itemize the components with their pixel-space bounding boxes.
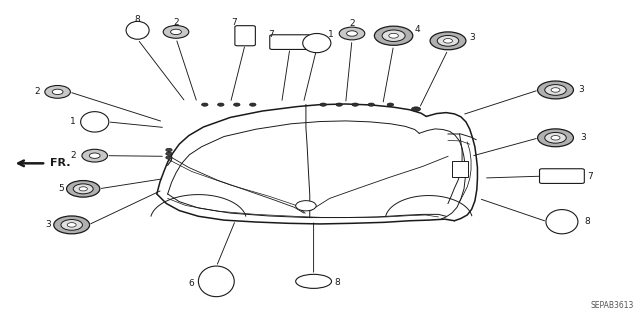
Circle shape bbox=[166, 156, 172, 159]
Text: 8: 8 bbox=[334, 278, 340, 287]
Text: 8: 8 bbox=[584, 217, 590, 226]
Text: 4: 4 bbox=[414, 26, 420, 34]
Ellipse shape bbox=[81, 112, 109, 132]
Text: 7: 7 bbox=[232, 19, 237, 27]
Circle shape bbox=[218, 103, 224, 106]
Text: 2: 2 bbox=[34, 87, 40, 96]
Circle shape bbox=[538, 129, 573, 147]
Circle shape bbox=[368, 103, 374, 106]
Circle shape bbox=[347, 31, 357, 36]
Circle shape bbox=[551, 136, 560, 140]
FancyBboxPatch shape bbox=[235, 26, 255, 46]
Text: 5: 5 bbox=[58, 184, 64, 193]
Circle shape bbox=[45, 85, 70, 98]
Circle shape bbox=[444, 39, 452, 43]
Circle shape bbox=[166, 148, 172, 152]
Circle shape bbox=[551, 88, 560, 92]
Circle shape bbox=[545, 85, 566, 95]
Ellipse shape bbox=[546, 210, 578, 234]
Text: 2: 2 bbox=[173, 18, 179, 27]
Circle shape bbox=[67, 223, 76, 227]
Circle shape bbox=[82, 149, 108, 162]
Circle shape bbox=[352, 103, 358, 106]
Ellipse shape bbox=[126, 21, 149, 39]
Text: 3: 3 bbox=[469, 33, 475, 42]
Circle shape bbox=[250, 103, 256, 106]
Circle shape bbox=[336, 103, 342, 106]
Circle shape bbox=[412, 107, 420, 111]
Circle shape bbox=[545, 132, 566, 143]
Text: 2: 2 bbox=[349, 19, 355, 28]
FancyBboxPatch shape bbox=[270, 35, 310, 49]
Circle shape bbox=[234, 103, 240, 106]
Circle shape bbox=[387, 103, 394, 106]
FancyBboxPatch shape bbox=[540, 169, 584, 183]
Circle shape bbox=[73, 184, 93, 194]
Text: 7: 7 bbox=[588, 172, 593, 181]
Text: 1: 1 bbox=[328, 30, 334, 39]
Circle shape bbox=[430, 32, 466, 50]
Circle shape bbox=[388, 33, 398, 38]
Text: 7: 7 bbox=[268, 30, 274, 39]
Circle shape bbox=[166, 152, 172, 155]
Text: 3: 3 bbox=[578, 85, 584, 94]
Ellipse shape bbox=[303, 33, 331, 53]
Text: 1: 1 bbox=[70, 117, 76, 126]
Circle shape bbox=[171, 29, 181, 34]
Circle shape bbox=[437, 35, 459, 46]
Circle shape bbox=[163, 26, 189, 38]
Circle shape bbox=[374, 26, 413, 45]
Circle shape bbox=[61, 219, 83, 230]
Circle shape bbox=[202, 103, 208, 106]
Circle shape bbox=[296, 201, 316, 211]
Circle shape bbox=[320, 103, 326, 106]
Circle shape bbox=[339, 27, 365, 40]
Text: FR.: FR. bbox=[50, 158, 70, 168]
Text: 2: 2 bbox=[70, 151, 76, 160]
Circle shape bbox=[54, 216, 90, 234]
FancyBboxPatch shape bbox=[452, 161, 468, 177]
Circle shape bbox=[382, 30, 405, 41]
Circle shape bbox=[538, 81, 573, 99]
Circle shape bbox=[79, 187, 87, 191]
Text: 3: 3 bbox=[580, 133, 586, 142]
Ellipse shape bbox=[296, 274, 332, 288]
Ellipse shape bbox=[198, 266, 234, 297]
Text: 6: 6 bbox=[188, 279, 194, 288]
Circle shape bbox=[52, 89, 63, 94]
Circle shape bbox=[67, 181, 100, 197]
Text: 3: 3 bbox=[45, 220, 51, 229]
Text: 8: 8 bbox=[135, 15, 140, 24]
Circle shape bbox=[90, 153, 100, 158]
Text: SEPAB3613: SEPAB3613 bbox=[590, 301, 634, 310]
